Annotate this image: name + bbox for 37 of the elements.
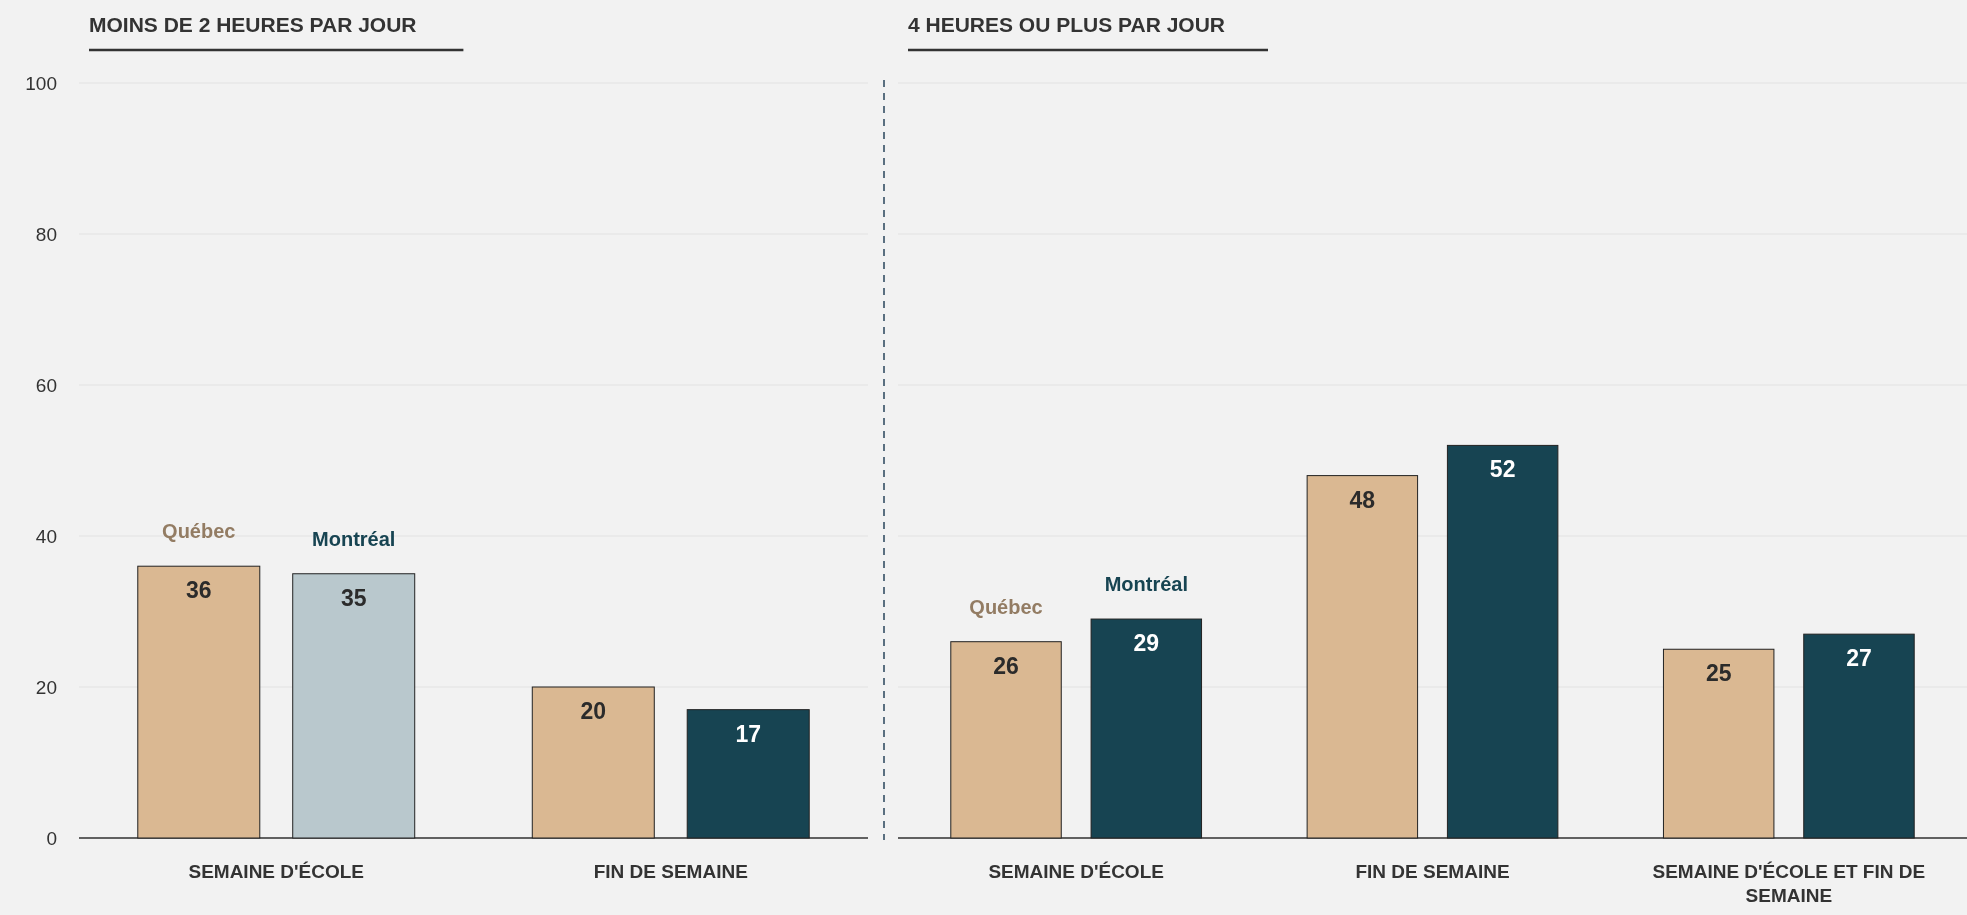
- x-tick-label: SEMAINE D'ÉCOLE: [988, 861, 1164, 882]
- bar: [686, 709, 810, 839]
- data-label: 20: [580, 698, 607, 724]
- data-label: 27: [1846, 645, 1872, 672]
- chart-title: MOINS DE 2 HEURES PAR JOUR: [89, 13, 417, 36]
- bar: [1306, 475, 1419, 839]
- x-tick-label: SEMAINE D'ÉCOLE: [188, 861, 365, 882]
- y-tick-label: 40: [35, 525, 57, 547]
- bar: [1446, 444, 1559, 839]
- bar: [950, 641, 1062, 839]
- y-tick-label: 60: [35, 374, 57, 396]
- data-label: 17: [735, 720, 762, 747]
- series-label: Québec: [162, 520, 236, 543]
- bar: [292, 573, 416, 839]
- bar: [1662, 648, 1775, 839]
- series-label: Montréal: [312, 527, 396, 550]
- series-label: Québec: [969, 595, 1043, 618]
- chart-title: 4 HEURES OU PLUS PAR JOUR: [908, 13, 1225, 36]
- data-label: 52: [1489, 456, 1516, 483]
- data-label: 25: [1705, 660, 1732, 687]
- bar: [531, 686, 655, 839]
- bar: [137, 565, 261, 839]
- series-label: Montréal: [1104, 573, 1188, 596]
- bar: [1803, 633, 1915, 839]
- data-label: 36: [185, 577, 212, 604]
- y-tick-label: 100: [25, 72, 57, 94]
- y-tick-label: 20: [35, 676, 57, 698]
- data-label: 26: [993, 652, 1019, 679]
- x-tick-label: SEMAINE D'ÉCOLE ET FIN DE SEMAINE: [1652, 861, 1926, 906]
- bar: [1090, 618, 1203, 839]
- x-tick-label: FIN DE SEMAINE: [1355, 861, 1510, 882]
- x-tick-label: FIN DE SEMAINE: [593, 861, 748, 882]
- data-label: 29: [1133, 630, 1160, 657]
- y-tick-label: 80: [35, 223, 57, 245]
- data-label: 48: [1349, 486, 1376, 513]
- data-label: 35: [340, 584, 367, 611]
- y-tick-label: 0: [46, 827, 57, 849]
